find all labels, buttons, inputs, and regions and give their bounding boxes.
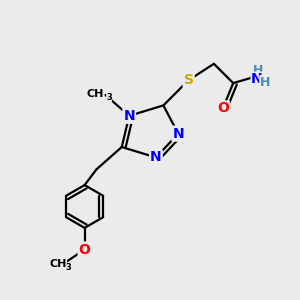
Text: N: N — [150, 150, 162, 164]
Text: H: H — [260, 76, 270, 89]
Text: 3: 3 — [106, 93, 112, 102]
Text: N: N — [251, 72, 263, 86]
Text: CH: CH — [86, 89, 104, 99]
Text: N: N — [172, 127, 184, 141]
Text: N: N — [123, 109, 135, 123]
Text: CH: CH — [49, 260, 67, 269]
Text: H: H — [253, 64, 264, 77]
Text: S: S — [184, 73, 194, 87]
Text: O: O — [217, 101, 229, 116]
Text: 3: 3 — [66, 263, 72, 272]
Text: O: O — [79, 243, 91, 256]
